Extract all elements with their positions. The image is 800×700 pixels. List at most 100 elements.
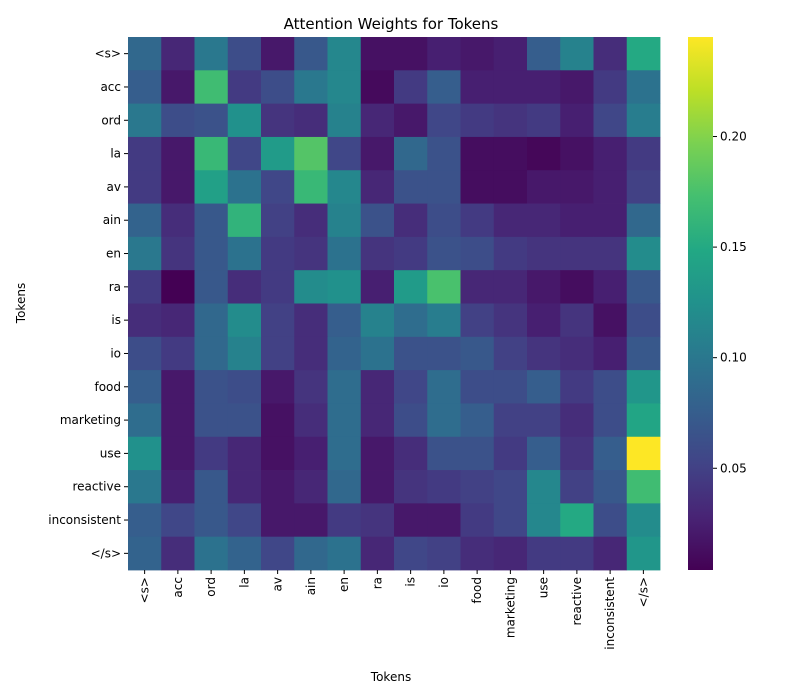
heatmap-cell-8-6 [327, 303, 362, 338]
heatmap-cell-14-4 [261, 503, 295, 538]
heatmap-cell-13-15 [626, 470, 661, 504]
heatmap-cell-1-10 [460, 70, 495, 105]
heatmap-cell-4-7 [360, 170, 395, 204]
heatmap-cell-1-2 [194, 70, 229, 105]
heatmap-cell-1-9 [427, 70, 461, 105]
x-tick-label: av [271, 577, 285, 591]
heatmap-cell-3-1 [161, 136, 195, 171]
heatmap-cell-11-1 [161, 403, 195, 438]
heatmap-cell-7-14 [593, 270, 628, 304]
heatmap-cell-7-12 [527, 270, 561, 304]
heatmap-cell-9-14 [593, 336, 628, 371]
x-tick-label: reactive [570, 577, 584, 626]
heatmap-cell-0-3 [227, 37, 262, 71]
heatmap-cell-15-11 [493, 536, 528, 571]
heatmap-cell-4-14 [593, 170, 628, 204]
heatmap-cell-11-12 [527, 403, 561, 438]
heatmap-cell-15-9 [427, 536, 461, 571]
heatmap-cell-4-3 [227, 170, 262, 204]
heatmap-cell-1-7 [360, 70, 395, 105]
heatmap-cell-4-0 [128, 170, 162, 204]
x-tick-label: ord [204, 577, 218, 597]
heatmap-cell-3-11 [493, 136, 528, 171]
heatmap-cell-12-10 [460, 436, 495, 471]
heatmap-cell-9-13 [560, 336, 594, 371]
heatmap-cell-8-4 [261, 303, 295, 338]
heatmap-cell-2-13 [560, 103, 594, 138]
y-axis-ticks: <s> acc ord la av ain en ra is io food marketing use… [48, 47, 128, 560]
heatmap-cell-14-11 [493, 503, 528, 538]
heatmap-cell-9-0 [128, 336, 162, 371]
heatmap-cell-4-12 [527, 170, 561, 204]
heatmap-cell-12-6 [327, 436, 362, 471]
heatmap-cell-11-13 [560, 403, 594, 438]
y-tick-label: en [106, 247, 121, 261]
y-tick-label: <s> [95, 47, 121, 61]
heatmap-cell-4-10 [460, 170, 495, 204]
heatmap-cell-2-6 [327, 103, 362, 138]
heatmap-cell-9-4 [261, 336, 295, 371]
heatmap-cell-10-8 [394, 370, 428, 404]
heatmap-cell-3-3 [227, 136, 262, 171]
heatmap-cell-9-9 [427, 336, 461, 371]
heatmap-cell-14-14 [593, 503, 628, 538]
heatmap-cell-0-4 [261, 37, 295, 71]
x-tick-label: is [404, 577, 418, 587]
heatmap-cell-9-1 [161, 336, 195, 371]
heatmap-cell-9-3 [227, 336, 262, 371]
heatmap-cell-9-6 [327, 336, 362, 371]
heatmap-cell-15-1 [161, 536, 195, 571]
heatmap-cell-9-11 [493, 336, 528, 371]
heatmap-cell-12-14 [593, 436, 628, 471]
heatmap-cell-1-11 [493, 70, 528, 105]
y-tick-label: marketing [60, 413, 121, 427]
heatmap-cell-6-3 [227, 236, 262, 271]
heatmap-cell-2-2 [194, 103, 229, 138]
heatmap-cell-9-15 [626, 336, 661, 371]
heatmap-cell-8-15 [626, 303, 661, 338]
heatmap-cell-14-0 [128, 503, 162, 538]
heatmap-cell-10-3 [227, 370, 262, 404]
heatmap-cell-3-12 [527, 136, 561, 171]
heatmap-cell-10-4 [261, 370, 295, 404]
heatmap-cell-6-2 [194, 236, 229, 271]
heatmap-cell-13-11 [493, 470, 528, 504]
heatmap-cell-7-3 [227, 270, 262, 304]
heatmap-cell-8-2 [194, 303, 229, 338]
heatmap-cell-5-3 [227, 203, 262, 238]
heatmap-cell-7-0 [128, 270, 162, 304]
heatmap-cell-12-3 [227, 436, 262, 471]
heatmap-cell-12-0 [128, 436, 162, 471]
heatmap-cell-9-12 [527, 336, 561, 371]
heatmap-cell-5-13 [560, 203, 594, 238]
heatmap-cell-12-11 [493, 436, 528, 471]
heatmap-cell-5-0 [128, 203, 162, 238]
heatmap-cell-8-12 [527, 303, 561, 338]
heatmap-cell-4-8 [394, 170, 428, 204]
heatmap-cell-6-0 [128, 236, 162, 271]
heatmap-cell-11-0 [128, 403, 162, 438]
heatmap-cell-14-10 [460, 503, 495, 538]
heatmap-cell-5-10 [460, 203, 495, 238]
heatmap-cell-4-5 [294, 170, 328, 204]
heatmap-cell-13-3 [227, 470, 262, 504]
heatmap-cell-11-8 [394, 403, 428, 438]
x-axis-ticks: <s> acc ord la av ain en ra is io food marketing use… [138, 570, 650, 650]
y-tick-label: food [94, 380, 121, 394]
heatmap-cell-14-9 [427, 503, 461, 538]
heatmap-cell-7-2 [194, 270, 229, 304]
heatmap-cell-4-6 [327, 170, 362, 204]
heatmap-cell-3-10 [460, 136, 495, 171]
heatmap-cell-15-13 [560, 536, 594, 571]
heatmap-cell-10-12 [527, 370, 561, 404]
heatmap-cell-13-2 [194, 470, 229, 504]
heatmap-cell-13-0 [128, 470, 162, 504]
colorbar-tick-label: 0.20 [720, 130, 747, 144]
heatmap-cell-3-15 [626, 136, 661, 171]
heatmap-cell-10-15 [626, 370, 661, 404]
heatmap-cell-2-4 [261, 103, 295, 138]
heatmap-cell-10-9 [427, 370, 461, 404]
heatmap-cell-6-15 [626, 236, 661, 271]
y-tick-label: reactive [72, 480, 121, 494]
heatmap-cell-7-8 [394, 270, 428, 304]
